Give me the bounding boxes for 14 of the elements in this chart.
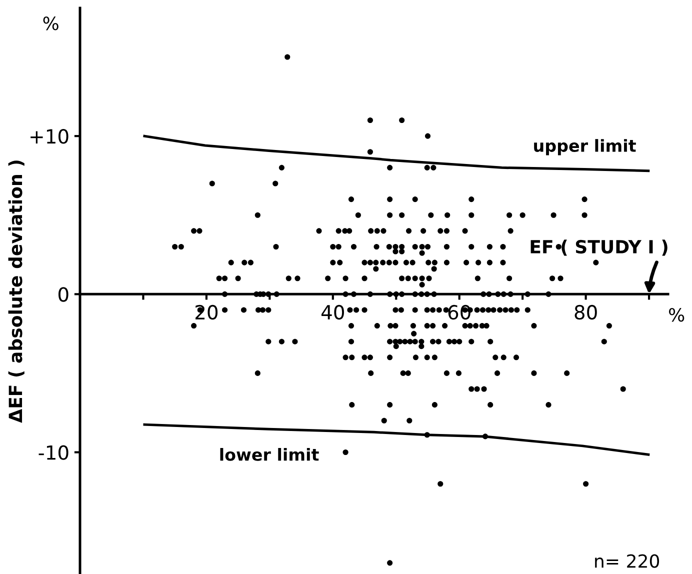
x-tick-label: 40: [321, 304, 344, 320]
text: %: [668, 308, 684, 322]
x-tick-label: 80: [574, 304, 597, 320]
x-tick-label: 20: [196, 304, 218, 320]
y-axis-title: ΔEF ( absolute deviation ): [8, 160, 24, 423]
y-tick-label: 0: [58, 287, 68, 302]
series-label: lower limit: [220, 448, 319, 461]
y-tick-label: +10: [30, 129, 68, 144]
y-tick-label: -10: [38, 445, 68, 460]
text: %: [43, 16, 58, 30]
series-label: upper limit: [534, 139, 636, 156]
line-series: [143, 134, 650, 172]
annotation: EF ( STUDY I ): [530, 240, 668, 256]
annotation: n= 220: [595, 554, 660, 568]
